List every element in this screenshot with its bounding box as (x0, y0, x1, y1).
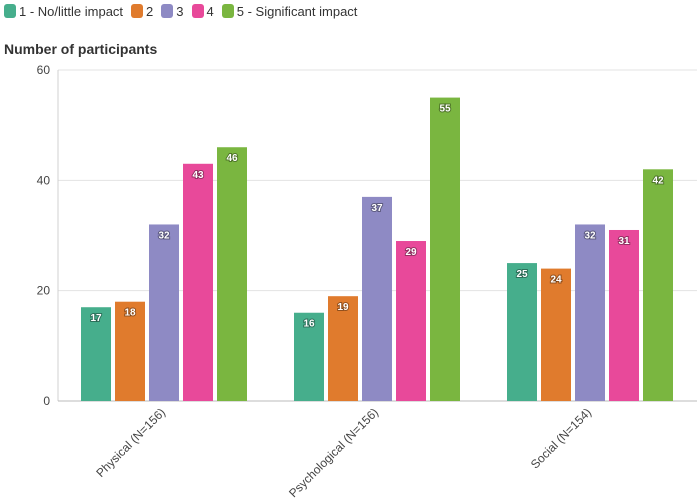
legend-swatch (221, 4, 234, 18)
x-tick-label: Physical (N=156) (93, 405, 168, 480)
bar (183, 163, 213, 401)
legend-label: 1 - No/little impact (19, 3, 124, 19)
legend-item-4[interactable]: 4 (191, 3, 214, 19)
data-label: 25 (516, 269, 528, 280)
data-label: 32 (158, 230, 170, 241)
data-label: 55 (439, 104, 451, 115)
bar (328, 296, 358, 401)
bar (541, 268, 571, 401)
data-label: 18 (124, 308, 136, 319)
data-label: 32 (584, 230, 596, 241)
bar (643, 169, 673, 401)
y-tick-label: 40 (37, 173, 51, 187)
legend-item-1[interactable]: 1 - No/little impact (4, 4, 123, 19)
data-label: 43 (192, 170, 204, 181)
x-tick-label: Social (N=154) (528, 405, 594, 471)
data-label: 17 (90, 313, 102, 324)
data-label: 19 (337, 302, 349, 313)
bar (609, 229, 639, 401)
data-label: 16 (303, 319, 315, 330)
bar (575, 224, 605, 401)
bar (396, 241, 426, 401)
bar (430, 97, 460, 401)
legend-swatch (161, 4, 174, 18)
x-tick-label: Psychological (N=156) (286, 405, 381, 500)
legend-label: 2 (146, 3, 154, 19)
legend-label: 4 (206, 3, 214, 19)
bar (149, 224, 179, 401)
data-label: 37 (371, 203, 383, 214)
bar (81, 307, 111, 401)
y-axis-label: Number of participants (4, 41, 158, 57)
legend-swatch (191, 4, 204, 18)
bar (507, 263, 537, 401)
legend-swatch (131, 4, 144, 18)
bar (294, 312, 324, 401)
data-label: 31 (618, 236, 630, 247)
legend-label: 5 - Significant impact (236, 3, 358, 19)
data-label: 24 (550, 275, 562, 286)
y-tick-label: 60 (37, 63, 51, 77)
data-label: 46 (226, 153, 238, 164)
data-label: 29 (405, 247, 417, 258)
y-tick-label: 0 (43, 394, 50, 408)
legend-label: 3 (176, 3, 184, 19)
bar (217, 147, 247, 401)
legend-item-2[interactable]: 2 (131, 4, 153, 19)
y-tick-label: 20 (37, 284, 51, 298)
data-label: 42 (652, 175, 664, 186)
legend-item-3[interactable]: 3 (161, 3, 184, 19)
legend-swatch (4, 4, 16, 18)
bar (362, 196, 392, 401)
legend-item-5[interactable]: 5 - Significant impact (221, 3, 358, 19)
bar (115, 301, 145, 401)
chart-legend: 1 - No/little impact 2 3 4 5 - Significant i… (4, 2, 365, 20)
